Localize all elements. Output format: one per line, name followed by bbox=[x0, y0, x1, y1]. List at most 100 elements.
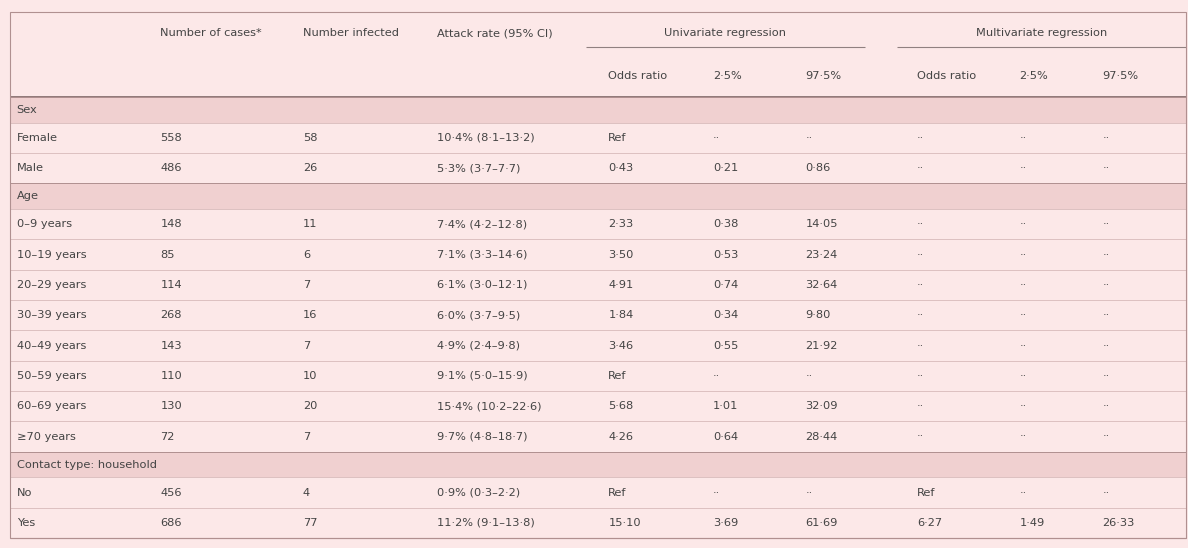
Text: ··: ·· bbox=[1102, 341, 1110, 351]
Text: 10–19 years: 10–19 years bbox=[17, 250, 87, 260]
Text: ··: ·· bbox=[1019, 432, 1026, 442]
Text: 7·4% (4·2–12·8): 7·4% (4·2–12·8) bbox=[437, 219, 527, 229]
Text: Univariate regression: Univariate regression bbox=[664, 28, 786, 38]
Text: ··: ·· bbox=[917, 341, 924, 351]
Text: ··: ·· bbox=[1019, 310, 1026, 320]
Text: 20: 20 bbox=[303, 401, 317, 411]
Text: ··: ·· bbox=[805, 488, 813, 498]
Text: 0·34: 0·34 bbox=[713, 310, 738, 320]
Text: ··: ·· bbox=[917, 371, 924, 381]
Text: 4: 4 bbox=[303, 488, 310, 498]
Text: ··: ·· bbox=[1102, 310, 1110, 320]
Text: 77: 77 bbox=[303, 518, 317, 528]
Text: 11·2% (9·1–13·8): 11·2% (9·1–13·8) bbox=[437, 518, 535, 528]
Text: 456: 456 bbox=[160, 488, 182, 498]
Text: Age: Age bbox=[17, 191, 39, 201]
Text: ··: ·· bbox=[713, 488, 720, 498]
Text: 0·74: 0·74 bbox=[713, 280, 738, 290]
Text: 50–59 years: 50–59 years bbox=[17, 371, 87, 381]
Text: 0·53: 0·53 bbox=[713, 250, 738, 260]
Text: 9·7% (4·8–18·7): 9·7% (4·8–18·7) bbox=[437, 432, 527, 442]
Text: Ref: Ref bbox=[608, 371, 627, 381]
Text: Male: Male bbox=[17, 163, 44, 173]
Text: ··: ·· bbox=[1102, 371, 1110, 381]
Text: 32·09: 32·09 bbox=[805, 401, 838, 411]
Text: ··: ·· bbox=[1019, 371, 1026, 381]
Text: ··: ·· bbox=[1102, 163, 1110, 173]
Text: Ref: Ref bbox=[917, 488, 936, 498]
Text: Ref: Ref bbox=[608, 488, 627, 498]
Text: 110: 110 bbox=[160, 371, 182, 381]
Text: 5·3% (3·7–7·7): 5·3% (3·7–7·7) bbox=[437, 163, 520, 173]
Text: 7: 7 bbox=[303, 280, 310, 290]
Text: ··: ·· bbox=[1102, 280, 1110, 290]
Text: 148: 148 bbox=[160, 219, 182, 229]
Text: ··: ·· bbox=[1102, 133, 1110, 143]
Text: 3·50: 3·50 bbox=[608, 250, 633, 260]
Text: Sex: Sex bbox=[17, 105, 37, 115]
Text: 40–49 years: 40–49 years bbox=[17, 341, 86, 351]
Text: 15·4% (10·2–22·6): 15·4% (10·2–22·6) bbox=[437, 401, 542, 411]
Text: 0·55: 0·55 bbox=[713, 341, 738, 351]
Text: 85: 85 bbox=[160, 250, 175, 260]
Text: 11: 11 bbox=[303, 219, 317, 229]
Text: 10: 10 bbox=[303, 371, 317, 381]
Text: ··: ·· bbox=[713, 133, 720, 143]
Text: ··: ·· bbox=[1019, 341, 1026, 351]
Text: 9·1% (5·0–15·9): 9·1% (5·0–15·9) bbox=[437, 371, 527, 381]
Text: 0·64: 0·64 bbox=[713, 432, 738, 442]
Text: ··: ·· bbox=[713, 371, 720, 381]
Text: 23·24: 23·24 bbox=[805, 250, 838, 260]
Text: 9·80: 9·80 bbox=[805, 310, 830, 320]
Bar bbox=[10, 452, 1186, 477]
Text: 97·5%: 97·5% bbox=[1102, 71, 1138, 81]
Text: 60–69 years: 60–69 years bbox=[17, 401, 86, 411]
Text: 10·4% (8·1–13·2): 10·4% (8·1–13·2) bbox=[437, 133, 535, 143]
Text: ··: ·· bbox=[1019, 163, 1026, 173]
Text: 0–9 years: 0–9 years bbox=[17, 219, 71, 229]
Text: ··: ·· bbox=[805, 371, 813, 381]
Text: Attack rate (95% CI): Attack rate (95% CI) bbox=[437, 28, 552, 38]
Text: Ref: Ref bbox=[608, 133, 627, 143]
Text: 3·46: 3·46 bbox=[608, 341, 633, 351]
Text: ··: ·· bbox=[1102, 432, 1110, 442]
Text: 7: 7 bbox=[303, 341, 310, 351]
Text: 4·9% (2·4–9·8): 4·9% (2·4–9·8) bbox=[437, 341, 520, 351]
Text: 4·26: 4·26 bbox=[608, 432, 633, 442]
Text: ··: ·· bbox=[917, 133, 924, 143]
Text: ··: ·· bbox=[917, 310, 924, 320]
Text: ··: ·· bbox=[1019, 133, 1026, 143]
Text: Female: Female bbox=[17, 133, 58, 143]
Text: 1·01: 1·01 bbox=[713, 401, 738, 411]
Text: 2·33: 2·33 bbox=[608, 219, 633, 229]
Text: 5·68: 5·68 bbox=[608, 401, 633, 411]
Text: 0·9% (0·3–2·2): 0·9% (0·3–2·2) bbox=[437, 488, 520, 498]
Text: ··: ·· bbox=[917, 219, 924, 229]
Text: ··: ·· bbox=[917, 432, 924, 442]
Text: 28·44: 28·44 bbox=[805, 432, 838, 442]
Text: ··: ·· bbox=[1102, 401, 1110, 411]
Text: 143: 143 bbox=[160, 341, 182, 351]
Text: ··: ·· bbox=[1102, 488, 1110, 498]
Text: 97·5%: 97·5% bbox=[805, 71, 841, 81]
Text: ··: ·· bbox=[917, 280, 924, 290]
Text: 268: 268 bbox=[160, 310, 182, 320]
Text: 486: 486 bbox=[160, 163, 182, 173]
Text: ··: ·· bbox=[917, 163, 924, 173]
Text: 7: 7 bbox=[303, 432, 310, 442]
Text: 6·1% (3·0–12·1): 6·1% (3·0–12·1) bbox=[437, 280, 527, 290]
Text: 130: 130 bbox=[160, 401, 182, 411]
Text: Odds ratio: Odds ratio bbox=[917, 71, 977, 81]
Text: ··: ·· bbox=[1102, 250, 1110, 260]
Text: 30–39 years: 30–39 years bbox=[17, 310, 87, 320]
Text: 26: 26 bbox=[303, 163, 317, 173]
Text: 1·84: 1·84 bbox=[608, 310, 633, 320]
Text: ··: ·· bbox=[917, 401, 924, 411]
Text: Odds ratio: Odds ratio bbox=[608, 71, 668, 81]
Text: 0·86: 0·86 bbox=[805, 163, 830, 173]
Text: 14·05: 14·05 bbox=[805, 219, 838, 229]
Text: 7·1% (3·3–14·6): 7·1% (3·3–14·6) bbox=[437, 250, 527, 260]
Text: 2·5%: 2·5% bbox=[713, 71, 741, 81]
Text: 21·92: 21·92 bbox=[805, 341, 838, 351]
Text: 6: 6 bbox=[303, 250, 310, 260]
